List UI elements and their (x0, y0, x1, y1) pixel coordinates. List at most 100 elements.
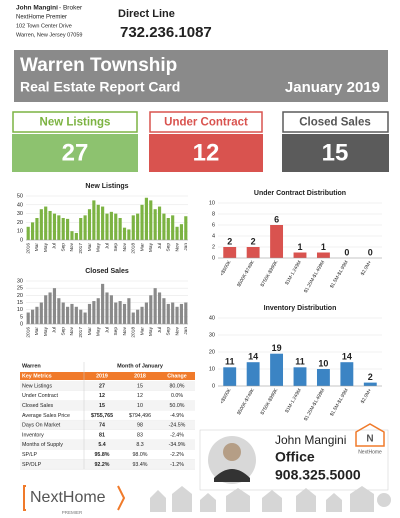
bar (57, 215, 61, 240)
footer-houses (150, 486, 391, 512)
table-cell: Under Contract (22, 393, 58, 399)
x-tick-label: Sep (113, 243, 119, 252)
bar (39, 302, 43, 324)
y-tick-label: 20 (17, 220, 23, 226)
value-label: 19 (272, 343, 282, 353)
footer-bracket (23, 485, 26, 511)
bar (79, 218, 83, 240)
x-tick-label: 2017 (78, 243, 84, 254)
bar (157, 292, 162, 324)
bar (340, 362, 354, 386)
bar (184, 216, 188, 240)
bar (74, 306, 78, 324)
card-value: 12 (193, 139, 220, 166)
chart: Under Contract Distribution0246810<$500K… (209, 190, 382, 294)
bar (118, 218, 122, 240)
bar (316, 252, 330, 258)
bar (66, 218, 70, 240)
table-cell: -4.9% (170, 413, 184, 419)
house-icon (172, 486, 192, 512)
x-tick-label: Nov (122, 326, 128, 335)
y-tick-label: 40 (209, 315, 215, 321)
card-value: 27 (62, 139, 89, 166)
value-label: 0 (368, 247, 373, 257)
x-tick-label: <$500K (219, 259, 233, 277)
y-tick-label: 8 (212, 211, 215, 217)
value-label: 14 (342, 352, 352, 362)
x-tick-label: Sep (166, 243, 172, 252)
x-tick-label: Nov (174, 326, 180, 335)
card: New Listings 27 (12, 111, 138, 172)
x-tick-label: $1.25M-$1.499M (303, 260, 326, 294)
table-row (20, 430, 195, 440)
agent-phone: 908.325.5000 (275, 467, 361, 483)
card: Closed Sales 15 (282, 111, 389, 172)
logo-n: N (366, 434, 373, 445)
agent-photo-suit (214, 469, 250, 482)
x-tick-label: Jul (157, 243, 163, 249)
x-tick-label: May (96, 242, 102, 252)
x-tick-label: Mar (139, 243, 145, 252)
bar (223, 247, 237, 258)
table-title: Warren (22, 363, 41, 369)
table-cell: SP/LP (22, 452, 37, 458)
table-cell: $794,496 (129, 413, 151, 419)
chart-title: Closed Sales (85, 268, 129, 275)
banner-subtitle: Real Estate Report Card (20, 79, 180, 95)
x-tick-label: Mar (34, 327, 40, 336)
x-tick-label: 2018 (131, 243, 137, 254)
value-label: 14 (248, 352, 258, 362)
bar (179, 303, 184, 324)
table-cell: 93.4% (132, 462, 147, 468)
card-value-box (282, 134, 389, 172)
direct-label: Direct Line (118, 8, 175, 20)
table-cell: 0.0% (171, 393, 183, 399)
metrics-table: Warren Month of January Key Metrics 2019 2… (20, 362, 195, 470)
y-tick-label: 20 (17, 293, 23, 299)
table-cell: 12 (99, 393, 105, 399)
table-row (20, 420, 195, 430)
bar (30, 309, 35, 324)
bar (136, 213, 140, 240)
card: Under Contract 12 (149, 111, 263, 172)
y-tick-label: 50 (17, 193, 23, 199)
table-row (20, 381, 195, 391)
bar (74, 232, 78, 240)
x-tick-label: Jul (52, 327, 58, 333)
card-label: Closed Sales (299, 117, 371, 129)
bar (166, 218, 170, 240)
agent-card: John Mangini Office 908.325.5000 N NextH… (199, 423, 389, 491)
bar (140, 306, 144, 324)
bar (48, 210, 52, 240)
value-label: 1 (321, 242, 326, 252)
bar (39, 209, 43, 240)
house-icon (350, 486, 374, 512)
footer-sub: PREMIER (62, 510, 83, 515)
bar (144, 302, 148, 324)
x-tick-label: $1.25M-$1.499M (303, 388, 326, 422)
bar (79, 309, 83, 324)
bar (101, 283, 105, 324)
bar (175, 306, 179, 324)
table-cell: -34.9% (169, 442, 186, 448)
y-tick-label: 30 (17, 211, 23, 217)
x-tick-label: May (43, 326, 49, 336)
bar (246, 362, 260, 386)
x-tick-label: Jul (52, 243, 58, 249)
bar (96, 204, 100, 240)
bar (26, 312, 30, 324)
x-tick-label: May (96, 326, 102, 336)
bar (114, 213, 118, 240)
table-row (20, 459, 195, 470)
table-cell: 10 (137, 403, 143, 409)
table-header: 2019 (96, 373, 108, 379)
bar (149, 295, 153, 324)
x-tick-label: Nov (174, 242, 180, 251)
x-tick-label: $750K-$999K (260, 259, 280, 288)
agent-office-label: Office (275, 449, 315, 465)
bar (270, 353, 284, 386)
x-tick-label: May (148, 326, 154, 336)
chart-title: Under Contract Distribution (254, 190, 346, 197)
y-tick-label: 25 (17, 286, 23, 292)
x-tick-label: $500K-$749K (236, 259, 256, 288)
